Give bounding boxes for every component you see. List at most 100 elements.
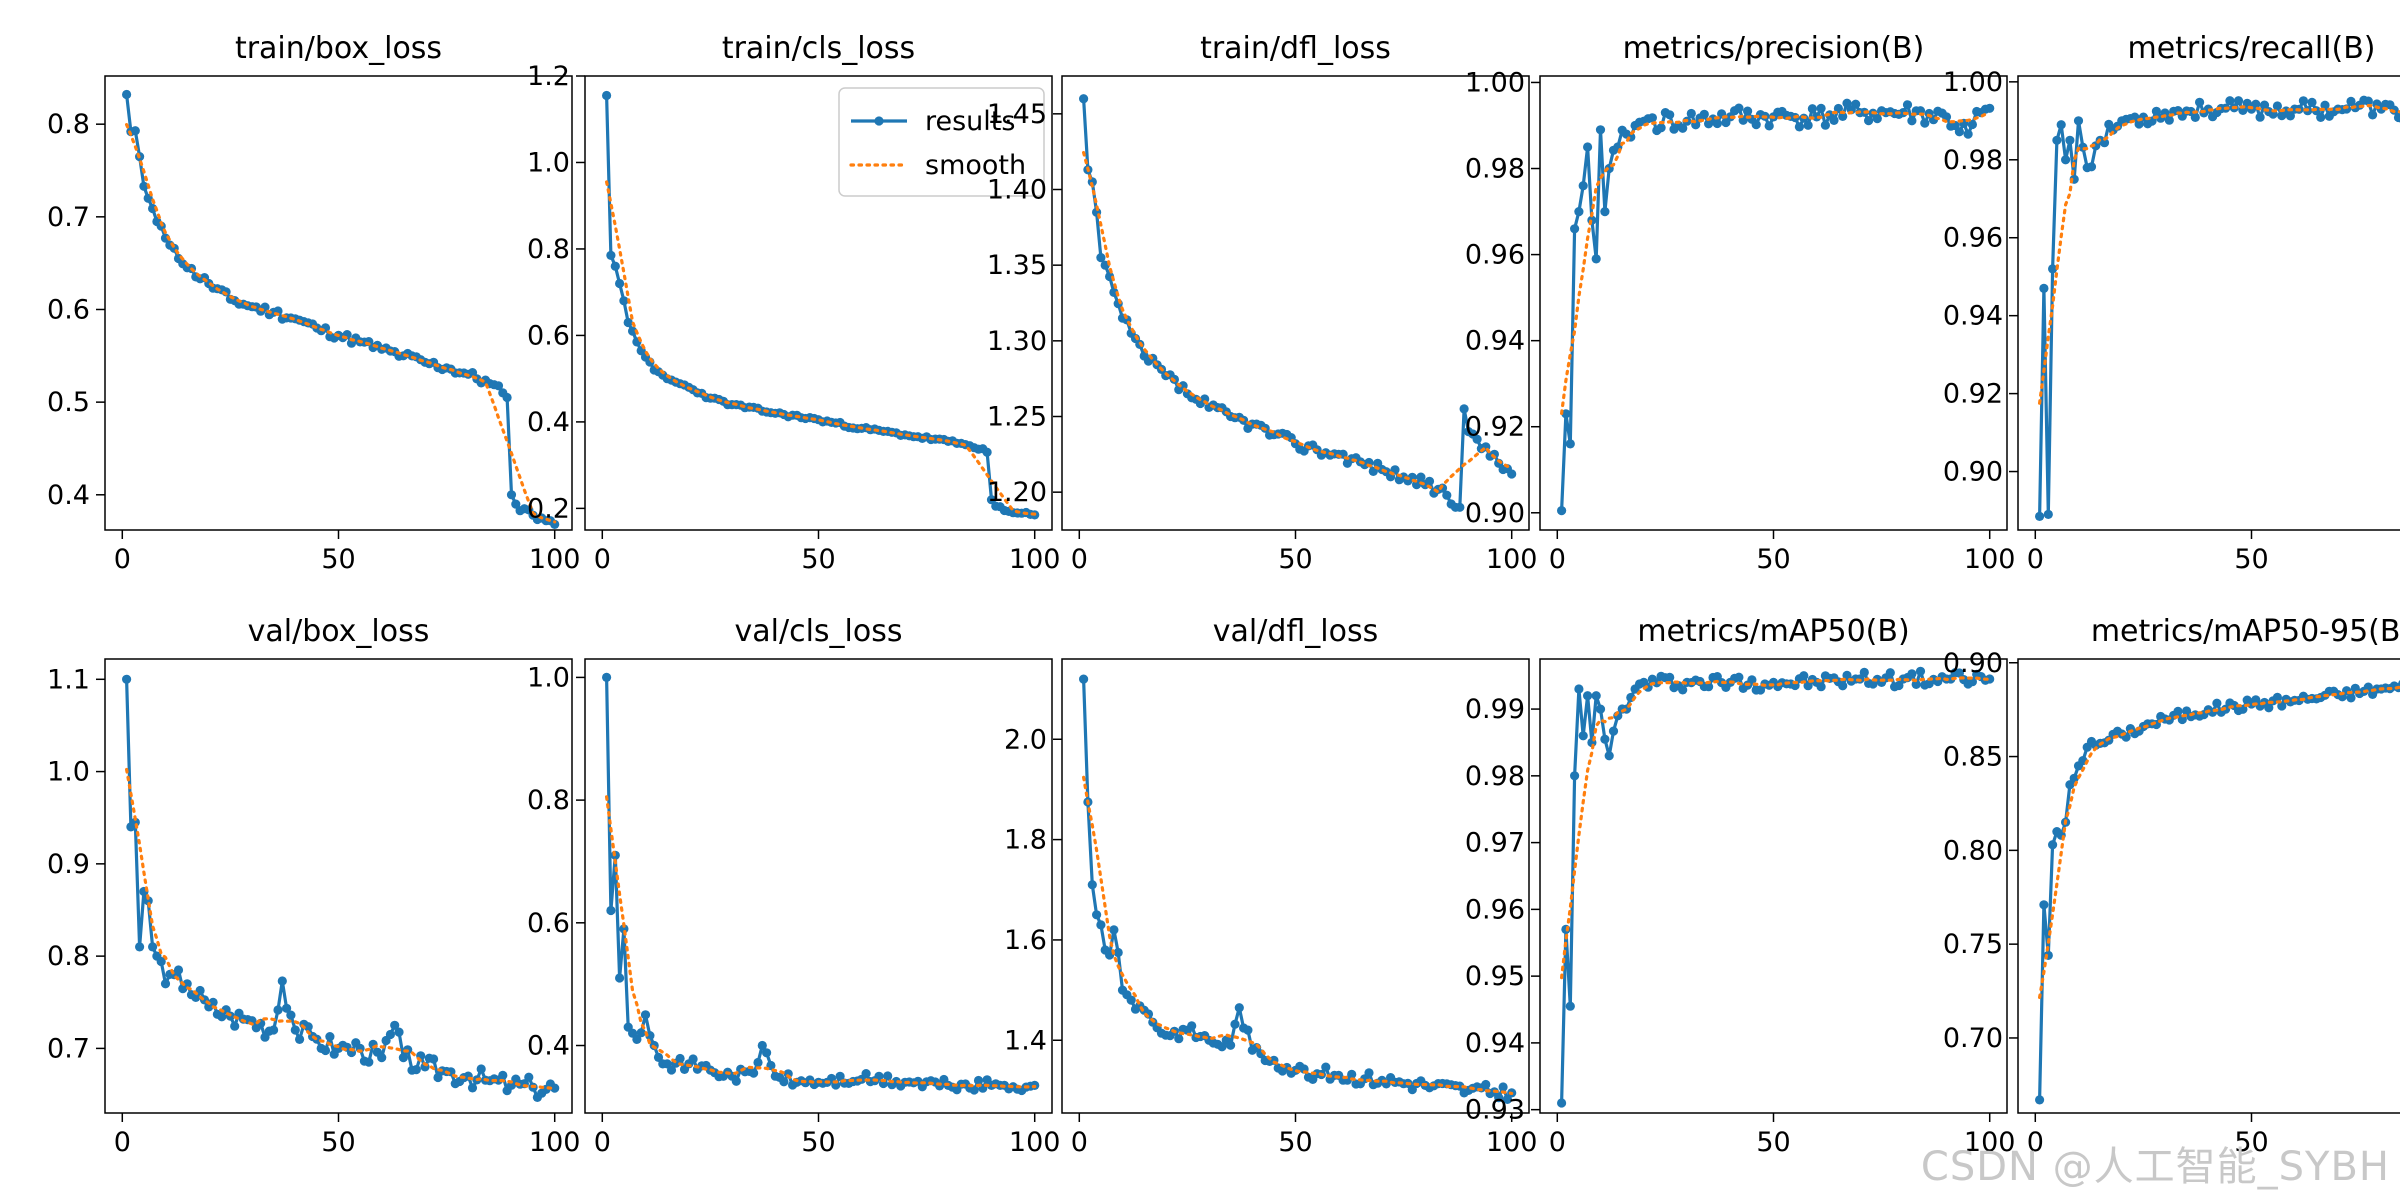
y-tick-label: 0.99 [1465,694,1525,725]
results-point [1954,127,1964,137]
results-point [973,1075,984,1086]
results-point [1096,920,1106,930]
results-point [1734,103,1744,113]
chart-title: train/dfl_loss [1200,31,1391,66]
results-point [1079,94,1089,104]
chart-title: metrics/mAP50(B) [1637,614,1909,649]
smooth-line [1559,676,1992,980]
x-tick-label: 50 [801,544,835,575]
x-tick-label: 50 [1278,544,1312,575]
results-point [1872,114,1882,124]
results-point [1565,1001,1575,1011]
chart-title: train/cls_loss [722,31,915,66]
chart-panel-5: metrics/recall(B) 0 50 100 0.90 0.92 0.94 0.96 0… [1943,31,2400,575]
smooth-line [1081,775,1514,1096]
chart-title: metrics/recall(B) [2127,31,2375,66]
y-tick-label: 0.96 [1465,240,1525,271]
results-point [1838,681,1848,691]
results-point [1656,123,1666,133]
y-tick-label: 1.00 [1465,67,1525,98]
results-point [2233,96,2244,106]
y-tick-label: 0.8 [47,109,90,140]
results-line [605,677,1035,1093]
results-point [364,1057,374,1067]
results-point [182,979,192,989]
results-point [1985,674,1995,684]
x-tick-label: 100 [1486,544,1538,575]
results-point [143,896,153,906]
results-point [1764,121,1774,131]
results-point [688,1054,698,1064]
results-point [1704,682,1714,692]
chart-panel-4: metrics/precision(B) 0 50 100 0.90 0.92 0.94 0.… [1465,31,2016,575]
results-point [2151,106,2161,116]
x-tick-label: 50 [2234,1127,2268,1158]
y-tick-label: 0.4 [527,407,570,438]
results-point [779,1077,789,1087]
results-point [277,976,287,986]
results-point [1985,103,1995,113]
x-tick-label: 0 [114,544,131,575]
results-point [1368,466,1378,476]
results-point [1816,682,1826,692]
results-point [1557,506,1567,516]
results-point [208,997,218,1008]
x-tick-label: 50 [1756,1127,1790,1158]
results-point [1472,434,1482,444]
legend-results-marker [874,116,884,126]
results-point [1109,925,1119,935]
y-tick-label: 1.00 [1943,67,2003,98]
results-point [1686,108,1696,119]
results-point [1481,1079,1491,1090]
y-tick-label: 0.4 [47,480,90,511]
y-tick-label: 0.75 [1943,929,2003,960]
y-tick-label: 0.80 [1943,835,2003,866]
results-point [861,1069,871,1079]
results-point [982,447,992,457]
results-point [1600,207,1610,217]
x-tick-label: 0 [2027,1127,2044,1158]
results-point [757,1040,767,1051]
y-tick-label: 0.6 [527,908,570,939]
x-tick-label: 0 [114,1127,131,1158]
results-point [1920,118,1930,128]
results-point [1459,404,1469,414]
results-point [1678,685,1688,695]
plot-area [602,90,1040,520]
results-point [731,1076,741,1086]
y-tick-label: 1.2 [527,61,570,92]
chart-panel-3: train/dfl_loss 0 50 100 1.20 1.25 1.30 1.35 1.40… [987,31,1538,575]
plot-area [1557,666,1995,1108]
results-point [2264,703,2274,713]
results-point [286,1010,296,1020]
results-point [1502,1094,1512,1104]
results-point [632,1034,642,1044]
results-point [2272,101,2282,111]
results-point [2272,692,2282,703]
results-point [2173,706,2183,717]
results-point [1967,119,1977,130]
x-tick-label: 100 [529,1127,581,1158]
results-point [1595,704,1606,714]
results-point [883,1071,893,1081]
results-point [1799,671,1809,681]
results-point [1092,910,1102,920]
results-point [1794,122,1804,132]
results-point [1747,675,1757,685]
results-point [615,973,625,983]
results-point [1455,502,1465,512]
results-point [1347,1069,1357,1079]
y-tick-label: 1.40 [987,175,1047,206]
results-point [377,1053,387,1063]
results-point [2052,135,2062,145]
y-tick-label: 0.95 [1465,961,1525,992]
results-point [2346,693,2356,703]
chart-panel-7: val/cls_loss 0 50 100 0.4 0.6 0.8 1.0 [527,614,1060,1158]
results-point [640,1010,651,1020]
results-point [230,1021,240,1031]
plot-area [122,674,560,1102]
smooth-line [124,767,557,1091]
results-point [2225,96,2235,106]
results-point [476,1064,486,1074]
results-point [1608,726,1619,736]
